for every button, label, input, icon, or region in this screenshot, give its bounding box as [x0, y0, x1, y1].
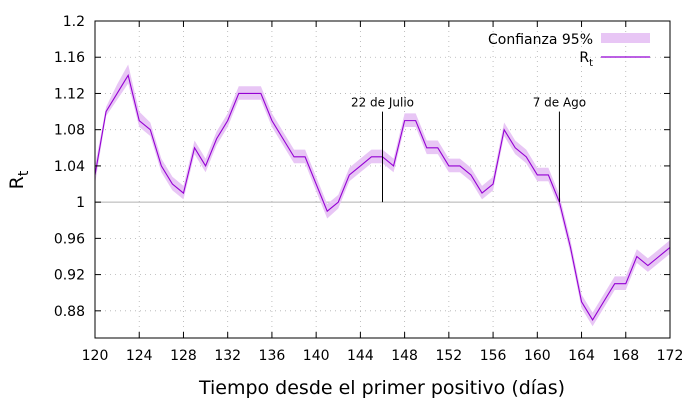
- annotation-label: 7 de Ago: [533, 96, 586, 110]
- x-tick-label: 152: [435, 348, 462, 364]
- y-tick-label: 0.96: [54, 231, 85, 247]
- legend-line-label: Rt: [579, 50, 593, 69]
- x-tick-label: 120: [82, 348, 109, 364]
- x-tick-label: 160: [524, 348, 551, 364]
- plot-frame: [94, 20, 671, 339]
- y-tick-label: 1: [76, 195, 85, 211]
- x-tick-label: 132: [214, 348, 241, 364]
- y-axis-label-subscript: t: [16, 170, 32, 176]
- legend-band-label: Confianza 95%: [488, 32, 593, 48]
- x-tick-label: 148: [391, 348, 418, 364]
- y-tick-label: 1.12: [54, 86, 85, 102]
- legend-line-label-main: R: [579, 50, 589, 66]
- x-tick-label: 128: [170, 348, 197, 364]
- y-tick-label: 1.2: [63, 14, 85, 30]
- confidence-band: [95, 64, 670, 327]
- x-tick-label: 136: [259, 348, 286, 364]
- tick-labels-layer: 120 124 128 132 136 140 144 148 152 156 160 164 168 1…: [54, 14, 684, 364]
- legend-band-swatch: [601, 33, 650, 43]
- y-tick-label: 1.16: [54, 50, 85, 66]
- annotations-layer: 22 de Julio 7 de Ago: [351, 96, 586, 203]
- x-tick-label: 164: [568, 348, 595, 364]
- x-tick-label: 144: [347, 348, 374, 364]
- annotation-label: 22 de Julio: [351, 96, 414, 110]
- y-tick-label: 1.04: [54, 159, 85, 175]
- x-tick-label: 172: [657, 348, 684, 364]
- x-tick-label: 124: [126, 348, 153, 364]
- x-tick-label: 156: [480, 348, 507, 364]
- y-tick-label: 0.92: [54, 268, 85, 284]
- y-tick-label: 0.88: [54, 304, 85, 320]
- x-axis-label: Tiempo desde el primer positivo (días): [198, 377, 565, 399]
- y-tick-label: 1.08: [54, 123, 85, 139]
- legend: Confianza 95% Rt: [488, 32, 650, 69]
- y-axis-label-main: R: [6, 176, 28, 189]
- x-tick-label: 140: [303, 348, 330, 364]
- confidence-band-layer: [95, 64, 670, 327]
- y-axis-label: Rt: [6, 170, 32, 189]
- legend-line-label-subscript: t: [589, 58, 593, 69]
- ticks-layer: [95, 21, 670, 338]
- x-tick-label: 168: [612, 348, 639, 364]
